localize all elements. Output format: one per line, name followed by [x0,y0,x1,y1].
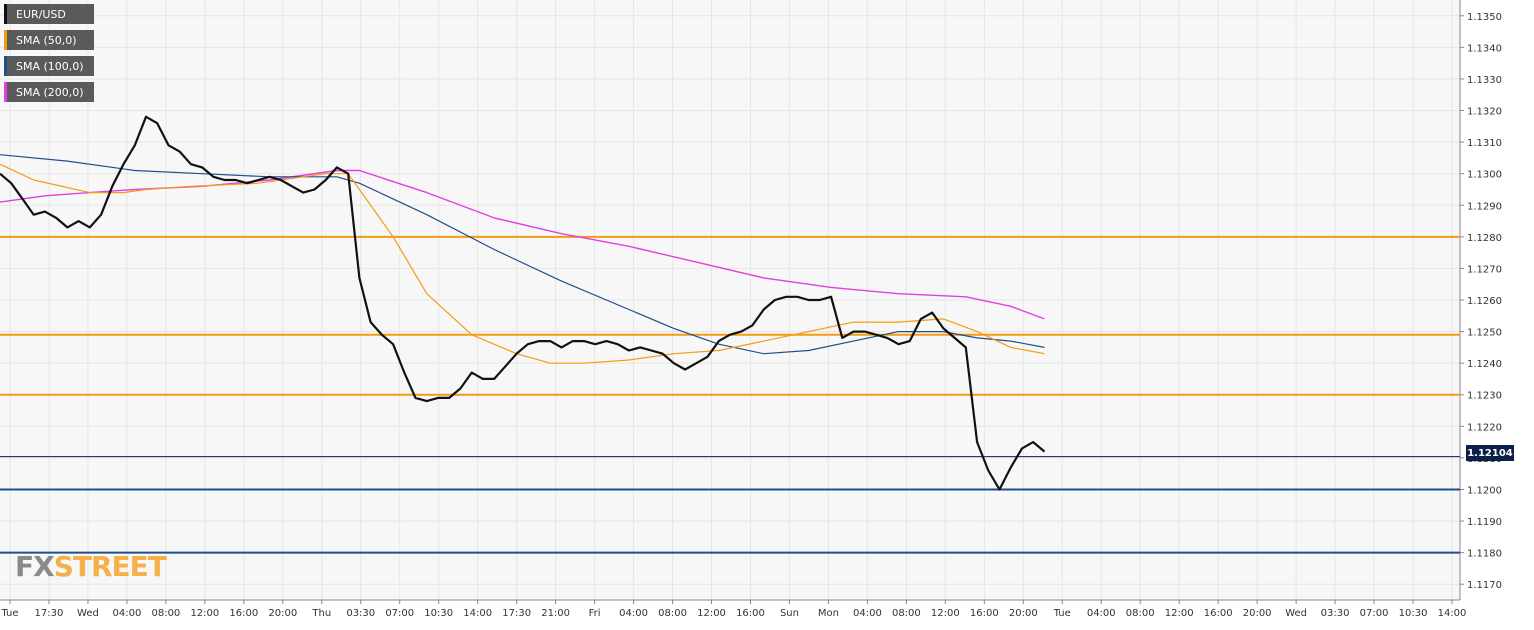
x-tick-label: Fri [589,608,601,619]
legend-item-eurusd[interactable]: EUR/USD [4,4,94,24]
legend-item-sma200[interactable]: SMA (200,0) [4,82,94,102]
y-tick-label: 1.1330 [1467,75,1502,86]
y-tick-label: 1.1310 [1467,138,1502,149]
y-tick-label: 1.1190 [1467,517,1502,528]
x-tick-label: 04:00 [619,608,648,619]
x-tick-label: 12:00 [697,608,726,619]
x-tick-label: 17:30 [502,608,531,619]
y-tick-label: 1.1240 [1467,359,1502,370]
x-tick-label: 14:00 [463,608,492,619]
x-tick-label: 07:00 [385,608,414,619]
x-tick-label: Tue [0,608,18,619]
legend-swatch-sma200 [4,82,7,102]
x-tick-label: 07:00 [1360,608,1389,619]
series-line-sma100 [0,154,1045,355]
x-tick-label: 14:00 [1438,608,1467,619]
y-tick-label: 1.1300 [1467,170,1502,181]
x-tick-label: 16:00 [970,608,999,619]
series-line-sma200 [0,169,1045,320]
legend-label-sma50: SMA (50,0) [16,33,77,47]
legend: EUR/USD SMA (50,0) SMA (100,0) SMA (200,… [4,4,94,108]
x-tick-label: 12:00 [190,608,219,619]
x-tick-label: 04:00 [853,608,882,619]
x-tick-label: 16:00 [229,608,258,619]
legend-swatch-eurusd [4,4,7,24]
legend-item-sma100[interactable]: SMA (100,0) [4,56,94,76]
legend-swatch-sma100 [4,56,7,76]
x-tick-label: 08:00 [151,608,180,619]
x-tick-label: 20:00 [1243,608,1272,619]
y-tick-label: 1.1180 [1467,549,1502,560]
y-tick-label: 1.1260 [1467,296,1502,307]
legend-swatch-sma50 [4,30,7,50]
current-price-tag: 1.12104 [1466,445,1514,461]
legend-label-sma100: SMA (100,0) [16,59,84,73]
y-tick-label: 1.1250 [1467,328,1502,339]
x-tick-label: Wed [1285,608,1307,619]
y-tick-label: 1.1340 [1467,43,1502,54]
y-tick-label: 1.1170 [1467,580,1502,591]
legend-item-sma50[interactable]: SMA (50,0) [4,30,94,50]
watermark-street: STREET [53,550,167,583]
fxstreet-watermark: FXSTREET [15,550,167,583]
x-tick-label: 12:00 [1165,608,1194,619]
x-tick-label: 20:00 [268,608,297,619]
y-tick-label: 1.1290 [1467,201,1502,212]
x-tick-label: 08:00 [1126,608,1155,619]
x-tick-label: 08:00 [658,608,687,619]
x-tick-label: 04:00 [113,608,142,619]
legend-label-sma200: SMA (200,0) [16,85,84,99]
y-tick-label: 1.1200 [1467,485,1502,496]
x-tick-label: 16:00 [1204,608,1233,619]
x-tick-label: Thu [311,608,331,619]
x-tick-label: 10:30 [1399,608,1428,619]
x-tick-label: Mon [818,608,839,619]
x-tick-label: 16:00 [736,608,765,619]
y-tick-label: 1.1280 [1467,233,1502,244]
x-tick-label: 03:30 [346,608,375,619]
x-tick-label: 20:00 [1009,608,1038,619]
x-tick-label: Sun [780,608,799,619]
x-tick-label: 03:30 [1321,608,1350,619]
y-tick-label: 1.1320 [1467,107,1502,118]
legend-label-eurusd: EUR/USD [16,7,66,21]
x-tick-label: 17:30 [35,608,64,619]
x-tick-label: 08:00 [892,608,921,619]
watermark-fx: FX [15,550,55,583]
x-tick-label: 04:00 [1087,608,1116,619]
y-tick-label: 1.1270 [1467,264,1502,275]
y-tick-label: 1.1220 [1467,422,1502,433]
y-tick-label: 1.1230 [1467,391,1502,402]
x-tick-label: 12:00 [931,608,960,619]
y-tick-label: 1.1350 [1467,12,1502,23]
series-line-price [0,115,1046,491]
series-line-sma50 [0,163,1045,364]
x-tick-label: 21:00 [541,608,570,619]
x-tick-label: 10:30 [424,608,453,619]
x-tick-label: Tue [1053,608,1071,619]
x-tick-label: Wed [77,608,99,619]
